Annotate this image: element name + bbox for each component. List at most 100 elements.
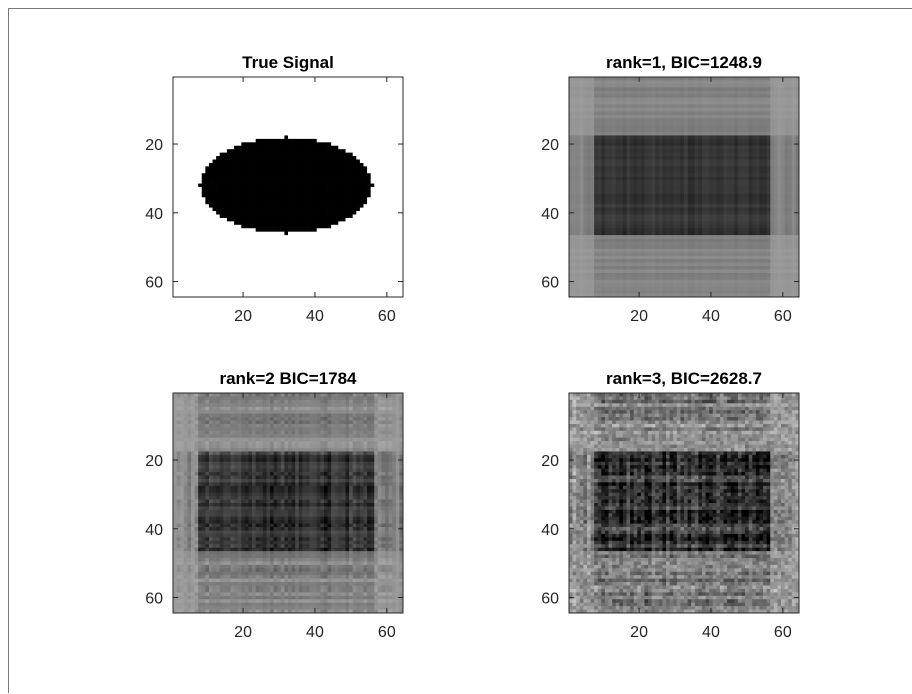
heatmap-cell	[342, 266, 346, 270]
heatmap-cell	[241, 163, 245, 167]
heatmap-cell	[177, 135, 181, 139]
heatmap-cell	[256, 273, 260, 277]
heatmap-cell	[191, 129, 195, 133]
heatmap-cell	[234, 232, 238, 236]
heatmap-cell	[173, 77, 177, 81]
heatmap-cell	[231, 266, 235, 270]
heatmap-cell	[389, 221, 393, 225]
heatmap-cell	[198, 287, 202, 291]
heatmap-cell	[360, 201, 364, 205]
heatmap-cell	[392, 115, 396, 119]
heatmap-cell	[374, 142, 378, 146]
heatmap-cell	[378, 266, 382, 270]
heatmap-cell	[295, 80, 299, 84]
heatmap-cell	[209, 266, 213, 270]
heatmap-cell	[184, 166, 188, 170]
heatmap-cell	[767, 105, 771, 109]
heatmap-cell	[389, 77, 393, 81]
heatmap-cell	[195, 101, 199, 105]
heatmap-cell	[277, 221, 281, 225]
heatmap-cell	[281, 263, 285, 267]
heatmap-cell	[328, 153, 332, 157]
heatmap-cell	[227, 87, 231, 91]
heatmap-cell	[180, 132, 184, 136]
heatmap-cell	[295, 84, 299, 88]
heatmap-cell	[346, 91, 350, 95]
heatmap-cell	[220, 84, 224, 88]
heatmap-cell	[195, 160, 199, 164]
heatmap-cell	[241, 242, 245, 246]
heatmap-cell	[724, 84, 728, 88]
heatmap-cell	[263, 170, 267, 174]
heatmap-cell	[738, 84, 742, 88]
heatmap-cell	[385, 125, 389, 129]
heatmap-cell	[213, 252, 217, 256]
heatmap-cell	[173, 276, 177, 280]
heatmap-cell	[198, 276, 202, 280]
heatmap-cell	[310, 259, 314, 263]
heatmap-cell	[569, 115, 573, 119]
heatmap-cell	[223, 201, 227, 205]
heatmap-cell	[198, 235, 202, 239]
heatmap-cell	[256, 118, 260, 122]
heatmap-cell	[774, 105, 778, 109]
heatmap-cell	[302, 156, 306, 160]
heatmap-cell	[216, 232, 220, 236]
heatmap-cell	[392, 211, 396, 215]
heatmap-cell	[623, 101, 627, 105]
heatmap-cell	[346, 153, 350, 157]
heatmap-cell	[277, 184, 281, 188]
heatmap-cell	[213, 273, 217, 277]
heatmap-cell	[184, 105, 188, 109]
heatmap-cell	[202, 287, 206, 291]
heatmap-cell	[381, 204, 385, 208]
heatmap-cell	[216, 94, 220, 98]
heatmap-cell	[213, 208, 217, 212]
heatmap-cell	[284, 201, 288, 205]
heatmap-cell	[292, 252, 296, 256]
heatmap-cell	[266, 163, 270, 167]
heatmap-cell	[385, 153, 389, 157]
heatmap-cell	[256, 221, 260, 225]
heatmap-cell	[238, 211, 242, 215]
heatmap-cell	[634, 108, 638, 112]
heatmap-cell	[713, 115, 717, 119]
heatmap-cell	[381, 115, 385, 119]
heatmap-cell	[281, 105, 285, 109]
heatmap-cell	[317, 94, 321, 98]
heatmap-cell	[177, 276, 181, 280]
heatmap-cell	[353, 163, 357, 167]
heatmap-cell	[317, 153, 321, 157]
heatmap-cell	[367, 211, 371, 215]
heatmap-cell	[662, 94, 666, 98]
heatmap-cell	[313, 239, 317, 243]
heatmap-cell	[191, 122, 195, 126]
heatmap-cell	[252, 153, 256, 157]
heatmap-cell	[363, 77, 367, 81]
heatmap-cell	[213, 215, 217, 219]
heatmap-cell	[381, 280, 385, 284]
heatmap-cell	[363, 149, 367, 153]
heatmap-cell	[223, 232, 227, 236]
heatmap-cell	[353, 283, 357, 287]
heatmap-cell	[277, 129, 281, 133]
heatmap-cell	[328, 235, 332, 239]
heatmap-cell	[346, 135, 350, 139]
heatmap-cell	[187, 105, 191, 109]
heatmap-cell	[331, 129, 335, 133]
heatmap-cell	[716, 91, 720, 95]
heatmap-cell	[396, 218, 400, 222]
heatmap-cell	[392, 84, 396, 88]
heatmap-cell	[263, 290, 267, 294]
heatmap-cell	[205, 187, 209, 191]
heatmap-cell	[259, 228, 263, 232]
heatmap-cell	[598, 77, 602, 81]
heatmap-cell	[266, 283, 270, 287]
heatmap-cell	[223, 283, 227, 287]
heatmap-cell	[198, 142, 202, 146]
heatmap-cell	[252, 287, 256, 291]
heatmap-cell	[313, 146, 317, 150]
heatmap-cell	[591, 84, 595, 88]
heatmap-cell	[328, 204, 332, 208]
heatmap-cell	[342, 242, 346, 246]
